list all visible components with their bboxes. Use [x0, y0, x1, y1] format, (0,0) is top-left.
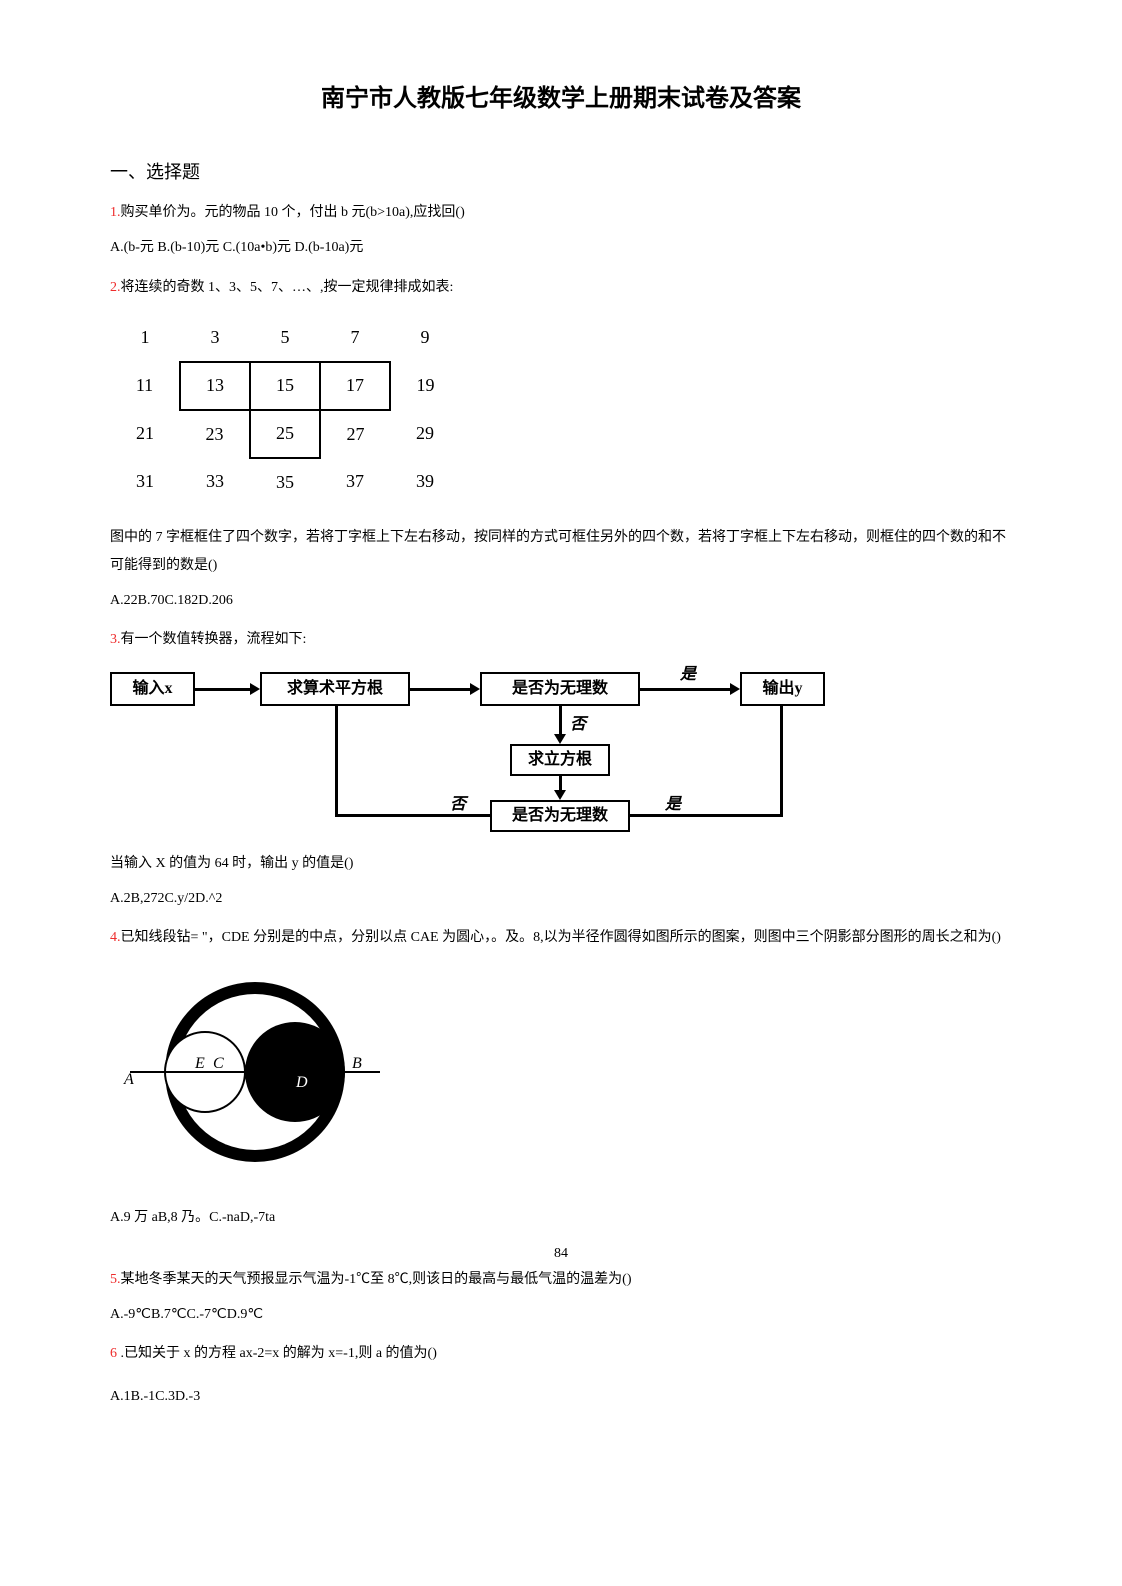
q2-options: A.22B.70C.182D.206 [110, 590, 1012, 612]
flow-line [410, 688, 470, 691]
flow-output: 输出y [740, 672, 825, 706]
flow-line [640, 688, 730, 691]
q3-options: A.2B,272C.y/2D.^2 [110, 888, 1012, 910]
table-row: 31 33 35 37 39 [110, 458, 460, 506]
cell: 3 [180, 314, 250, 362]
flow-sqrt: 求算术平方根 [260, 672, 410, 706]
flow-line [630, 814, 780, 817]
cell: 21 [110, 410, 180, 458]
q5-text: 某地冬季某天的天气预报显示气温为-1℃至 8℃,则该日的最高与最低气温的温差为(… [121, 1272, 632, 1287]
cell: 9 [390, 314, 460, 362]
flow-line [195, 688, 250, 691]
flow-yes: 是 [665, 792, 681, 818]
table-row: 21 23 25 27 29 [110, 410, 460, 458]
q1-num: 1. [110, 205, 121, 220]
cell: 27 [320, 410, 390, 458]
question-2: 2.将连续的奇数 1、3、5、7、…、,按一定规律排成如表: [110, 274, 1012, 302]
label-C: C [213, 1055, 224, 1072]
flow-input: 输入x [110, 672, 195, 706]
cell: 1 [110, 314, 180, 362]
cell: 37 [320, 458, 390, 506]
q2-after: 图中的 7 字框框住了四个数字，若将丁字框上下左右移动，按同样的方式可框住另外的… [110, 524, 1012, 580]
odd-number-table: 1 3 5 7 9 11 13 15 17 19 21 23 25 27 29 … [110, 314, 460, 506]
q4-text: 已知线段钻= "，CDE 分别是的中点，分别以点 CAE 为圆心，。及。8,以为… [121, 930, 1001, 945]
q3-text: 有一个数值转换器，流程如下: [121, 632, 307, 647]
q4-options: A.9 万 aB,8 乃。C.-naD,-7ta [110, 1207, 1012, 1229]
question-6: 6 .已知关于 x 的方程 ax-2=x 的解为 x=-1,则 a 的值为() [110, 1340, 1012, 1368]
cell: 33 [180, 458, 250, 506]
boxed-cell: 17 [320, 362, 390, 410]
table-row: 1 3 5 7 9 [110, 314, 460, 362]
arrow-icon [250, 683, 260, 695]
page-title: 南宁市人教版七年级数学上册期末试卷及答案 [110, 80, 1012, 118]
label-E: E [194, 1055, 205, 1072]
boxed-cell: 13 [180, 362, 250, 410]
page-number: 84 [110, 1243, 1012, 1265]
flow-no: 否 [450, 792, 466, 818]
question-3: 3.有一个数值转换器，流程如下: [110, 626, 1012, 654]
question-4: 4.已知线段钻= "，CDE 分别是的中点，分别以点 CAE 为圆心，。及。8,… [110, 924, 1012, 952]
cell: 39 [390, 458, 460, 506]
q3-after: 当输入 X 的值为 64 时，输出 y 的值是() [110, 850, 1012, 878]
flow-irr2: 是否为无理数 [490, 800, 630, 832]
flow-line [780, 706, 783, 817]
cell: 11 [110, 362, 180, 410]
question-1: 1.购买单价为。元的物品 10 个，付出 b 元(b>10a),应找回() [110, 199, 1012, 227]
cell: 19 [390, 362, 460, 410]
flow-line [335, 706, 338, 817]
flowchart: 输入x 求算术平方根 是否为无理数 输出y 求立方根 是否为无理数 是 否 是 … [110, 664, 830, 834]
flow-yes: 是 [680, 662, 696, 688]
q4-num: 4. [110, 930, 121, 945]
cell: 35 [250, 458, 320, 506]
boxed-cell: 15 [250, 362, 320, 410]
cell: 23 [180, 410, 250, 458]
section-heading: 一、选择题 [110, 158, 1012, 187]
label-D: D [295, 1074, 308, 1091]
label-B: B [352, 1055, 362, 1072]
flow-no: 否 [570, 712, 586, 738]
arrow-icon [554, 790, 566, 800]
q5-options: A.-9℃B.7℃C.-7℃D.9℃ [110, 1304, 1012, 1326]
flow-line [335, 814, 490, 817]
cell: 5 [250, 314, 320, 362]
boxed-cell: 25 [250, 410, 320, 458]
cell: 31 [110, 458, 180, 506]
q3-num: 3. [110, 632, 121, 647]
q2-num: 2. [110, 280, 121, 295]
question-5: 5.某地冬季某天的天气预报显示气温为-1℃至 8℃,则该日的最高与最低气温的温差… [110, 1266, 1012, 1294]
q1-options: A.(b-元 B.(b-10)元 C.(10a•b)元 D.(b-10a)元 [110, 237, 1012, 259]
flow-line [559, 706, 562, 736]
flow-cube: 求立方根 [510, 744, 610, 776]
arrow-icon [730, 683, 740, 695]
q1-text: 购买单价为。元的物品 10 个，付出 b 元(b>10a),应找回() [121, 205, 465, 220]
q6-text: .已知关于 x 的方程 ax-2=x 的解为 x=-1,则 a 的值为() [117, 1346, 437, 1361]
q6-options: A.1B.-1C.3D.-3 [110, 1386, 1012, 1408]
table-row: 11 13 15 17 19 [110, 362, 460, 410]
q5-num: 5. [110, 1272, 121, 1287]
circle-diagram: A E C D B [110, 972, 400, 1182]
q6-num: 6 [110, 1346, 117, 1361]
label-A: A [123, 1071, 134, 1088]
cell: 29 [390, 410, 460, 458]
arrow-icon [554, 734, 566, 744]
arrow-icon [470, 683, 480, 695]
q2-text: 将连续的奇数 1、3、5、7、…、,按一定规律排成如表: [121, 280, 454, 295]
cell: 7 [320, 314, 390, 362]
flow-irr1: 是否为无理数 [480, 672, 640, 706]
